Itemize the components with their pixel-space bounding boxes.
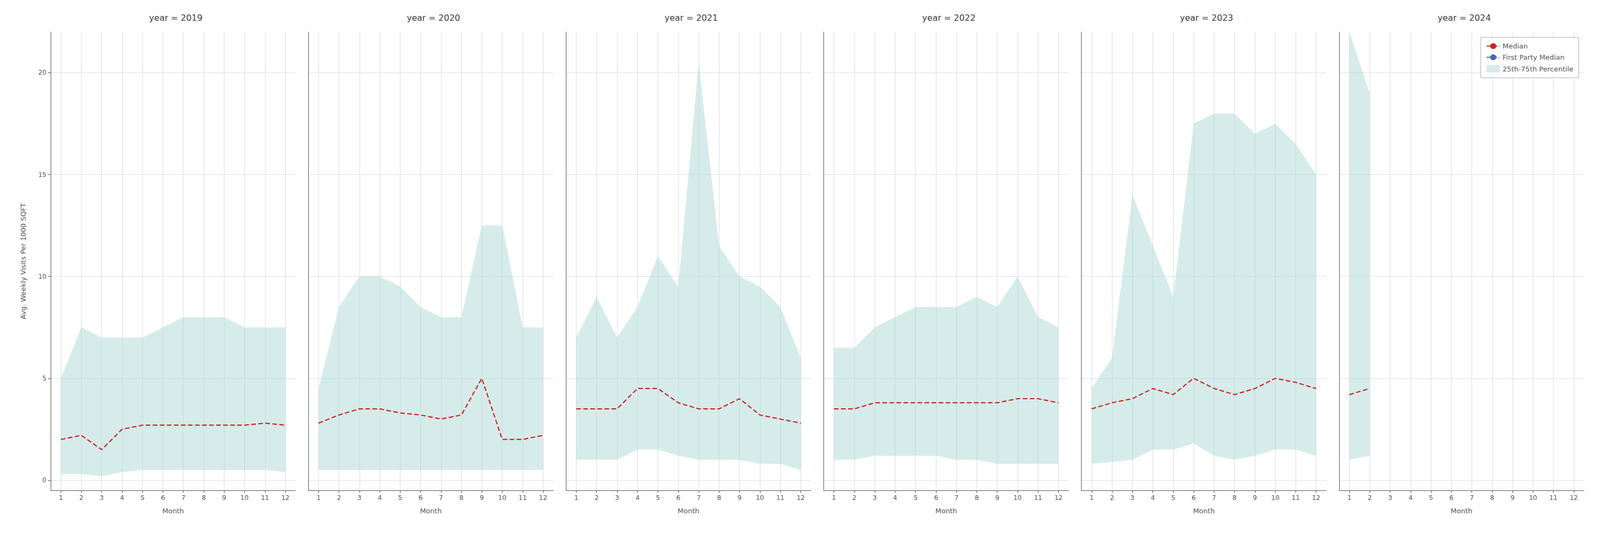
svg-text:8: 8 xyxy=(459,494,464,502)
svg-text:3: 3 xyxy=(357,494,362,502)
svg-text:7: 7 xyxy=(181,494,186,502)
svg-text:9: 9 xyxy=(1510,494,1515,502)
svg-text:Median: Median xyxy=(1502,42,1528,51)
svg-text:9: 9 xyxy=(995,494,1000,502)
svg-text:12: 12 xyxy=(796,494,805,502)
svg-text:4: 4 xyxy=(1150,494,1156,502)
svg-text:9: 9 xyxy=(480,494,485,502)
svg-text:4: 4 xyxy=(377,494,382,502)
svg-text:year = 2020: year = 2020 xyxy=(406,12,461,23)
svg-text:8: 8 xyxy=(201,494,206,502)
svg-text:6: 6 xyxy=(1449,494,1454,502)
svg-text:5: 5 xyxy=(140,494,145,502)
svg-text:11: 11 xyxy=(260,494,269,502)
svg-text:15: 15 xyxy=(38,171,47,179)
svg-text:9: 9 xyxy=(221,494,227,502)
svg-text:4: 4 xyxy=(635,494,640,502)
svg-text:3: 3 xyxy=(1388,494,1393,502)
svg-text:11: 11 xyxy=(1291,494,1300,502)
svg-text:1: 1 xyxy=(1089,494,1094,502)
svg-text:Month: Month xyxy=(935,507,958,516)
svg-text:Month: Month xyxy=(1450,507,1473,516)
svg-text:7: 7 xyxy=(696,494,701,502)
svg-text:year = 2021: year = 2021 xyxy=(664,12,718,23)
svg-text:10: 10 xyxy=(498,494,507,502)
svg-text:2: 2 xyxy=(594,494,599,502)
svg-text:7: 7 xyxy=(438,494,444,502)
svg-text:3: 3 xyxy=(1130,494,1135,502)
svg-text:20: 20 xyxy=(38,68,47,77)
svg-text:year = 2023: year = 2023 xyxy=(1179,12,1234,23)
svg-text:5: 5 xyxy=(656,494,661,502)
svg-text:4: 4 xyxy=(893,494,898,502)
svg-text:10: 10 xyxy=(1013,494,1022,502)
svg-text:6: 6 xyxy=(933,494,939,502)
svg-text:1: 1 xyxy=(832,494,837,502)
svg-text:7: 7 xyxy=(1469,494,1475,502)
svg-text:3: 3 xyxy=(872,494,877,502)
svg-text:5: 5 xyxy=(1428,494,1434,502)
svg-text:12: 12 xyxy=(1312,494,1320,502)
svg-text:11: 11 xyxy=(776,494,784,502)
svg-text:2: 2 xyxy=(337,494,342,502)
svg-text:12: 12 xyxy=(281,494,290,502)
svg-text:25th-75th Percentile: 25th-75th Percentile xyxy=(1502,65,1574,74)
svg-text:0: 0 xyxy=(42,476,47,485)
svg-text:2: 2 xyxy=(852,494,857,502)
svg-text:3: 3 xyxy=(99,494,104,502)
svg-text:6: 6 xyxy=(1191,494,1196,502)
svg-text:10: 10 xyxy=(1529,494,1538,502)
svg-text:Month: Month xyxy=(419,507,442,516)
svg-text:3: 3 xyxy=(614,494,620,502)
svg-text:11: 11 xyxy=(1034,494,1043,502)
svg-text:Month: Month xyxy=(162,507,184,516)
svg-text:1: 1 xyxy=(58,494,63,502)
svg-text:12: 12 xyxy=(1569,494,1578,502)
svg-text:8: 8 xyxy=(1490,494,1495,502)
svg-text:9: 9 xyxy=(1252,494,1258,502)
svg-text:1: 1 xyxy=(316,494,321,502)
svg-text:Avg. Weekly Visits Per 1000 SQ: Avg. Weekly Visits Per 1000 SQFT xyxy=(19,203,28,320)
svg-text:Month: Month xyxy=(1193,507,1215,516)
svg-text:5: 5 xyxy=(913,494,918,502)
svg-text:6: 6 xyxy=(676,494,681,502)
svg-text:10: 10 xyxy=(1271,494,1280,502)
svg-text:year = 2024: year = 2024 xyxy=(1437,12,1491,23)
svg-text:10: 10 xyxy=(755,494,764,502)
svg-text:2: 2 xyxy=(79,494,84,502)
svg-text:8: 8 xyxy=(716,494,722,502)
svg-text:year = 2019: year = 2019 xyxy=(149,12,203,23)
svg-text:11: 11 xyxy=(518,494,527,502)
svg-text:4: 4 xyxy=(1408,494,1413,502)
svg-text:10: 10 xyxy=(38,273,47,281)
svg-text:1: 1 xyxy=(1347,494,1352,502)
svg-text:9: 9 xyxy=(737,494,742,502)
svg-text:10: 10 xyxy=(240,494,249,502)
svg-text:7: 7 xyxy=(954,494,959,502)
svg-text:5: 5 xyxy=(398,494,403,502)
svg-text:year = 2022: year = 2022 xyxy=(922,12,976,23)
svg-text:Month: Month xyxy=(677,507,700,516)
svg-text:4: 4 xyxy=(120,494,125,502)
svg-text:12: 12 xyxy=(539,494,548,502)
svg-text:5: 5 xyxy=(42,374,47,383)
svg-text:First Party Median: First Party Median xyxy=(1502,53,1565,62)
svg-text:12: 12 xyxy=(1054,494,1063,502)
svg-text:2: 2 xyxy=(1109,494,1115,502)
svg-text:11: 11 xyxy=(1549,494,1558,502)
svg-text:6: 6 xyxy=(418,494,423,502)
svg-text:2: 2 xyxy=(1367,494,1372,502)
svg-text:8: 8 xyxy=(974,494,980,502)
svg-text:1: 1 xyxy=(574,494,579,502)
svg-text:7: 7 xyxy=(1212,494,1217,502)
svg-text:8: 8 xyxy=(1232,494,1237,502)
svg-text:5: 5 xyxy=(1171,494,1176,502)
svg-text:6: 6 xyxy=(161,494,166,502)
